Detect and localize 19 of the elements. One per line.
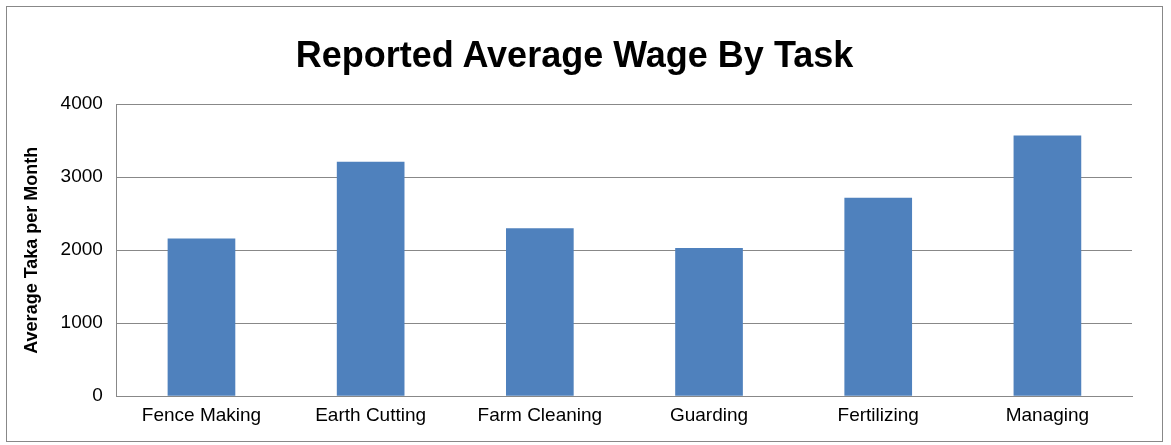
bar	[506, 228, 574, 396]
bar	[167, 238, 236, 396]
x-tick-label: Earth Cutting	[315, 403, 427, 425]
x-tick-label: Fertilizing	[837, 403, 919, 425]
x-tick-label: Managing	[1005, 403, 1090, 425]
bar	[844, 197, 913, 396]
chart-title: Reported Average Wage By Task	[295, 33, 855, 75]
bar	[336, 161, 405, 396]
y-tick-label: 1000	[60, 311, 103, 333]
y-tick-label: 0	[92, 384, 103, 406]
x-tick-label: Guarding	[669, 403, 749, 425]
y-axis-title: Average Taka per Month	[20, 146, 41, 354]
y-tick-label: 2000	[60, 238, 103, 260]
bar	[675, 248, 743, 396]
y-tick-label: 4000	[60, 92, 103, 114]
y-tick-label: 3000	[60, 165, 103, 187]
x-tick-label: Fence Making	[141, 403, 262, 425]
x-tick-label: Farm Cleaning	[477, 403, 603, 425]
bar	[1013, 135, 1082, 396]
